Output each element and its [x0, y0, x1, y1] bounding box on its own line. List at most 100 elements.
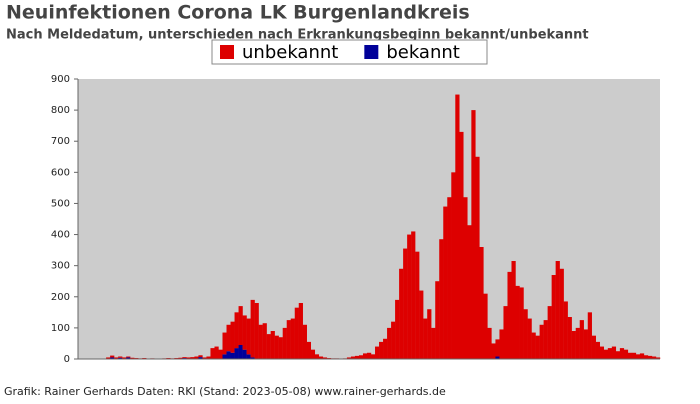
bar — [564, 301, 568, 359]
bar — [315, 354, 319, 359]
bar — [528, 319, 532, 359]
bar — [126, 357, 130, 358]
bar — [279, 337, 283, 359]
bar — [243, 350, 247, 359]
bar — [540, 325, 544, 359]
bar — [235, 312, 239, 348]
y-tick-label: 600 — [51, 167, 70, 178]
bar — [524, 309, 528, 359]
bar — [475, 157, 479, 359]
y-tick-label: 400 — [51, 230, 70, 241]
bar — [479, 247, 483, 359]
bar — [118, 357, 122, 358]
bar — [375, 347, 379, 359]
bar — [271, 331, 275, 359]
bar — [198, 355, 202, 357]
bar — [423, 319, 427, 359]
bar — [600, 347, 604, 359]
bar — [415, 252, 419, 359]
bar — [218, 350, 222, 359]
chart-title: Neuinfektionen Corona LK Burgenlandkreis — [6, 2, 470, 24]
bar — [367, 353, 371, 359]
legend-label: unbekannt — [242, 42, 338, 63]
bar — [222, 354, 226, 359]
bar — [259, 325, 263, 359]
bar — [584, 329, 588, 359]
bar — [214, 347, 218, 359]
y-tick-label: 700 — [51, 136, 70, 147]
bar — [556, 261, 560, 359]
y-tick-label: 200 — [51, 292, 70, 303]
bar — [247, 354, 251, 359]
bar — [495, 339, 499, 356]
bar — [548, 306, 552, 359]
y-tick-label: 900 — [51, 74, 70, 85]
bar — [628, 353, 632, 359]
bar — [568, 317, 572, 359]
bar — [263, 323, 267, 359]
bar — [644, 355, 648, 359]
bar — [431, 328, 435, 359]
y-tick-label: 800 — [51, 105, 70, 116]
y-tick-label: 100 — [51, 323, 70, 334]
y-tick-label: 300 — [51, 261, 70, 272]
bar — [379, 342, 383, 359]
y-tick-label: 0 — [64, 354, 70, 365]
bar — [447, 197, 451, 359]
legend-swatch — [364, 45, 378, 59]
bar — [251, 300, 255, 358]
bar — [255, 303, 259, 359]
bar — [227, 351, 231, 359]
bar — [544, 320, 548, 359]
bar — [592, 336, 596, 359]
bar — [511, 261, 515, 359]
bar — [247, 319, 251, 355]
legend-label: bekannt — [386, 42, 460, 63]
bar — [455, 95, 459, 359]
bar — [399, 269, 403, 359]
bar — [604, 350, 608, 359]
bar — [552, 275, 556, 359]
bar — [576, 328, 580, 359]
bar — [411, 231, 415, 359]
bar — [620, 348, 624, 359]
bar — [463, 197, 467, 359]
bar — [471, 110, 475, 359]
bar — [483, 294, 487, 359]
bar — [443, 207, 447, 359]
bar — [459, 132, 463, 359]
bar — [608, 348, 612, 359]
bar — [359, 355, 363, 359]
bar — [295, 308, 299, 359]
bar — [560, 269, 564, 359]
bar — [624, 350, 628, 359]
bar — [303, 325, 307, 359]
bar — [499, 329, 503, 359]
bar — [287, 320, 291, 359]
bar — [275, 336, 279, 359]
bar — [407, 235, 411, 359]
bar — [227, 325, 231, 351]
bar — [235, 348, 239, 359]
bar — [371, 354, 375, 359]
bar — [283, 328, 287, 359]
bar — [391, 322, 395, 359]
bar — [291, 319, 295, 359]
bar — [182, 357, 186, 358]
bar — [596, 342, 600, 359]
bar — [239, 345, 243, 359]
bar — [636, 354, 640, 359]
bar — [516, 286, 520, 359]
bar — [616, 351, 620, 359]
bar — [503, 306, 507, 359]
bar — [110, 356, 114, 358]
y-tick-label: 500 — [51, 198, 70, 209]
bar — [311, 350, 315, 359]
legend-swatch — [220, 45, 234, 59]
footer: Grafik: Rainer Gerhards Daten: RKI (Stan… — [4, 385, 446, 398]
bar — [572, 331, 576, 359]
bar — [427, 309, 431, 359]
bar — [640, 353, 644, 359]
bar — [299, 303, 303, 359]
